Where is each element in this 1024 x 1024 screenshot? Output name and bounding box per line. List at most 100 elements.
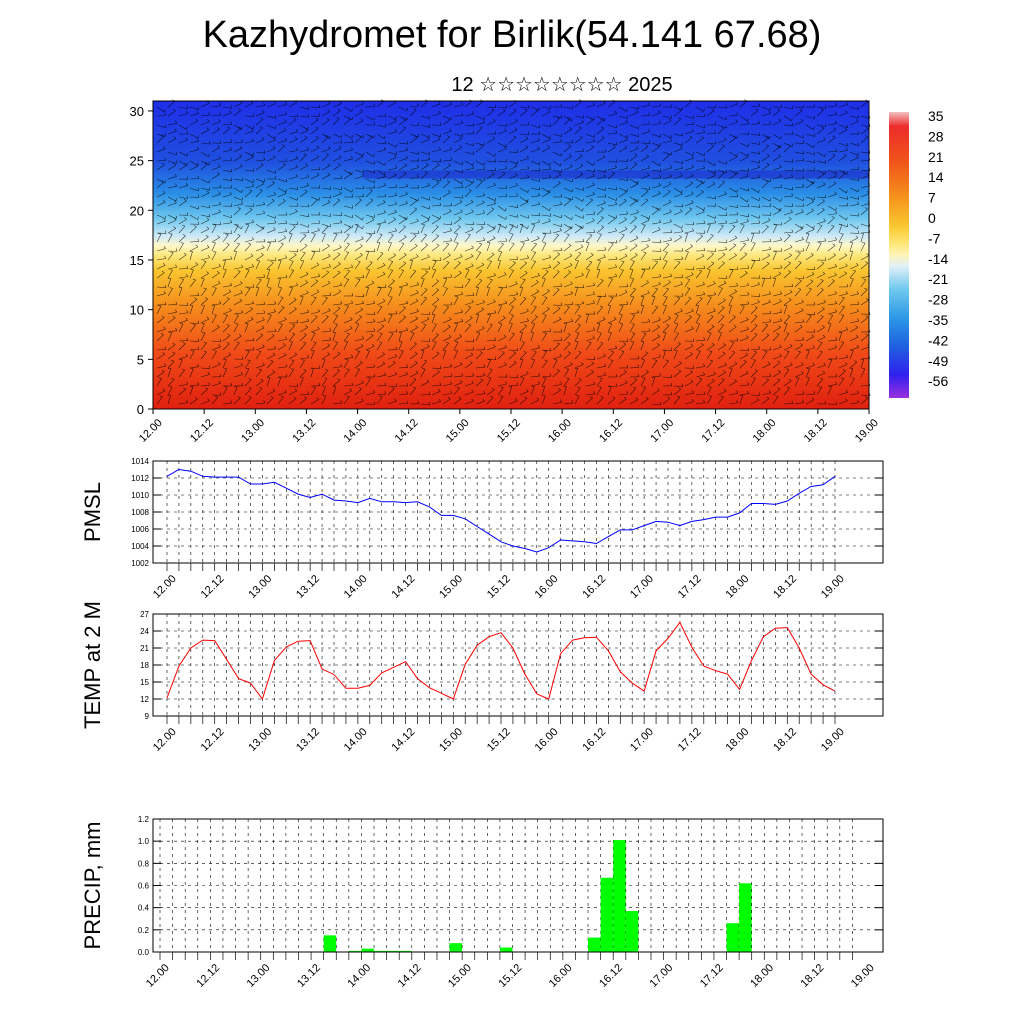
precip-xtick-label: 17.12 — [698, 962, 726, 990]
heatmap-ytick-label: 20 — [130, 203, 144, 218]
precip-bar — [374, 950, 387, 952]
heatmap-xtick-label: 15.12 — [495, 417, 523, 445]
heatmap-xtick-label: 19.00 — [853, 417, 881, 445]
colorbar-label: -42 — [928, 332, 948, 348]
temp-ytick-label: 18 — [140, 661, 149, 670]
precip-bar — [449, 943, 463, 952]
heatmap-xtick-label: 14.12 — [393, 417, 421, 445]
temp-series-line — [166, 621, 836, 701]
temp-xtick-label: 12.12 — [199, 726, 227, 754]
precip-bar — [361, 948, 375, 952]
precip-bar — [739, 883, 752, 952]
pmsl-ylabel: PMSL — [80, 482, 105, 542]
heatmap-xtick-label: 12.12 — [188, 417, 216, 445]
precip-bar — [386, 950, 400, 952]
temp-xtick-label: 16.12 — [580, 726, 608, 754]
heatmap-xtick-label: 18.12 — [802, 417, 830, 445]
pmsl-xtick-label: 18.12 — [771, 573, 799, 601]
heatmap-cold-band — [363, 170, 869, 179]
pmsl-xtick-label: 17.12 — [676, 573, 704, 601]
temp-xtick-label: 14.00 — [342, 726, 370, 754]
precip-ytick-label: 0.0 — [138, 948, 150, 957]
temp-frame — [152, 613, 884, 717]
temp-xtick-label: 12.00 — [151, 726, 179, 754]
precip-ylabel: PRECIP, mm — [80, 822, 105, 950]
pmsl-xtick-label: 16.00 — [533, 573, 561, 601]
precip-bar — [499, 947, 513, 952]
precip-xtick-label: 18.12 — [799, 962, 827, 990]
page-subtitle: 12 ☆☆☆☆☆☆☆☆ 2025 — [451, 74, 673, 96]
pmsl-ytick-label: 1014 — [131, 457, 149, 466]
colorbar-label: 7 — [928, 190, 936, 206]
precip-xtick-label: 14.00 — [345, 962, 373, 990]
pmsl-ytick-label: 1004 — [131, 542, 149, 551]
precip-bar — [726, 923, 740, 952]
pmsl-xtick-label: 15.12 — [485, 573, 513, 601]
precip-bar — [399, 950, 412, 952]
colorbar-label: -56 — [928, 373, 948, 389]
colorbar-label: -14 — [928, 251, 948, 267]
temp-xtick-label: 17.00 — [628, 726, 656, 754]
temp-xtick-label: 15.12 — [485, 726, 513, 754]
pmsl-xtick-label: 13.12 — [294, 573, 322, 601]
precip-ytick-label: 0.6 — [138, 882, 150, 891]
precip-bar — [348, 950, 362, 952]
precip-xtick-label: 14.12 — [396, 962, 424, 990]
heatmap-ytick-label: 10 — [130, 303, 144, 318]
temp-xtick-label: 13.12 — [294, 726, 322, 754]
precip-ytick-label: 1.0 — [138, 837, 150, 846]
precip-ytick-label: 0.4 — [138, 904, 150, 913]
heatmap-ytick-label: 15 — [130, 253, 144, 268]
precip-frame — [152, 818, 884, 953]
temp-ylabel: TEMP at 2 M — [80, 601, 105, 729]
temp-ytick-label: 9 — [145, 712, 150, 721]
colorbar — [889, 112, 909, 398]
precip-xtick-label: 18.00 — [748, 962, 776, 990]
pmsl-xtick-label: 17.00 — [628, 573, 656, 601]
precip-bar — [613, 840, 626, 952]
heatmap-xtick-label: 13.12 — [290, 417, 318, 445]
heatmap-xtick-label: 13.00 — [239, 417, 267, 445]
colorbar-label: 35 — [928, 108, 944, 124]
heatmap-ytick-label: 5 — [137, 352, 144, 367]
precip-bar — [600, 877, 614, 952]
temp-xtick-label: 16.00 — [533, 726, 561, 754]
heatmap-xtick-label: 12.00 — [137, 417, 165, 445]
heatmap-xtick-label: 16.00 — [546, 417, 574, 445]
pmsl-xtick-label: 15.00 — [437, 573, 465, 601]
colorbar-label: 28 — [928, 128, 944, 144]
pmsl-xtick-label: 18.00 — [723, 573, 751, 601]
pmsl-ytick-label: 1012 — [131, 474, 149, 483]
temp-xtick-label: 17.12 — [676, 726, 704, 754]
colorbar-label: 21 — [928, 149, 944, 165]
precip-xtick-label: 15.12 — [496, 962, 524, 990]
heatmap-xtick-label: 15.00 — [444, 417, 472, 445]
pmsl-xtick-label: 13.00 — [246, 573, 274, 601]
heatmap-xtick-label: 17.00 — [648, 417, 676, 445]
pmsl-xtick-label: 14.00 — [342, 573, 370, 601]
pmsl-xtick-label: 16.12 — [580, 573, 608, 601]
pmsl-frame — [152, 460, 884, 564]
precip-bar — [625, 910, 639, 952]
temp-xtick-label: 18.00 — [723, 726, 751, 754]
temp-ytick-label: 24 — [140, 627, 149, 636]
temp-xtick-label: 19.00 — [819, 726, 847, 754]
pmsl-ytick-label: 1010 — [131, 491, 149, 500]
pmsl-xtick-label: 14.12 — [389, 573, 417, 601]
temp-ytick-label: 21 — [140, 644, 149, 653]
pmsl-ytick-label: 1006 — [131, 525, 149, 534]
heatmap-field — [153, 101, 869, 409]
pmsl-ytick-label: 1002 — [131, 559, 149, 568]
colorbar-label: 0 — [928, 210, 936, 226]
heatmap-xtick-label: 17.12 — [699, 417, 727, 445]
temp-xtick-label: 18.12 — [771, 726, 799, 754]
precip-bar — [323, 935, 337, 952]
heatmap-ytick-label: 25 — [130, 154, 144, 169]
precip-xtick-label: 16.12 — [597, 962, 625, 990]
precip-ytick-label: 0.8 — [138, 859, 150, 868]
heatmap-ytick-label: 0 — [137, 402, 144, 417]
heatmap-ytick-label: 30 — [130, 104, 144, 119]
pmsl-xtick-label: 12.00 — [151, 573, 179, 601]
precip-ytick-label: 1.2 — [138, 815, 150, 824]
